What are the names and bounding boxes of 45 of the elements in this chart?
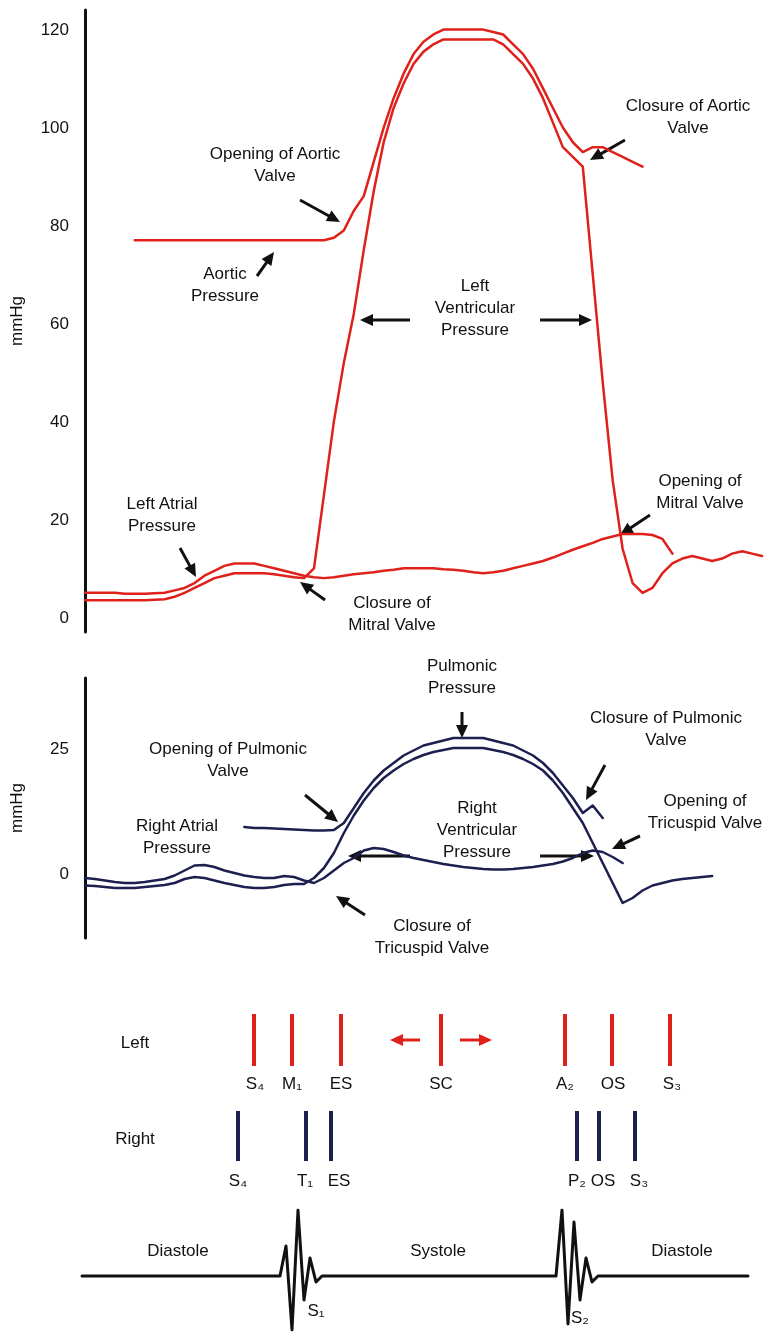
annotation: Right Ventricular Pressure xyxy=(435,797,519,863)
annotation: S₁ xyxy=(306,1300,326,1322)
text: S₄ xyxy=(244,1073,266,1095)
y-tick-label: 20 xyxy=(50,509,69,529)
annotation: Aortic Pressure xyxy=(190,263,260,307)
annotation: Opening of Aortic Valve xyxy=(208,143,342,187)
y-tick-label: 80 xyxy=(50,216,69,235)
text: S₄ xyxy=(227,1170,249,1192)
annotation: Pulmonic Pressure xyxy=(426,655,498,699)
text: T₁ xyxy=(295,1170,315,1192)
annotation: Diastole xyxy=(650,1240,714,1262)
annotation: Systole xyxy=(409,1240,467,1262)
y-tick-label: 120 xyxy=(40,20,69,40)
annotation: Left Ventricular Pressure xyxy=(433,275,517,341)
text: ES xyxy=(326,1170,352,1192)
text: Right xyxy=(114,1128,156,1150)
annotation: Closure of Mitral Valve xyxy=(347,592,437,636)
annotation: Left Atrial Pressure xyxy=(125,493,199,537)
annotation: Opening of Mitral Valve xyxy=(655,470,745,514)
text: OS xyxy=(599,1073,627,1095)
text: S₃ xyxy=(661,1073,683,1095)
text: A₂ xyxy=(555,1073,575,1095)
y-axis-title: mmHg xyxy=(7,782,26,834)
y-tick-label: 0 xyxy=(59,607,69,627)
text: S₃ xyxy=(628,1170,650,1192)
y-tick-label: 40 xyxy=(50,411,69,431)
annotation: Diastole xyxy=(146,1240,210,1262)
y-tick-label: 100 xyxy=(40,118,69,138)
annotation: S₂ xyxy=(570,1307,590,1329)
annotation: Closure of Tricuspid Valve xyxy=(373,915,491,959)
y-axis-title: mmHg xyxy=(7,295,26,347)
text: Left xyxy=(119,1032,151,1054)
annotation: Opening of Tricuspid Valve xyxy=(646,790,764,834)
y-tick-label: 25 xyxy=(50,738,69,758)
annotation: Opening of Pulmonic Valve xyxy=(148,738,308,782)
y-tick-label: 60 xyxy=(50,313,69,333)
annotation: Right Atrial Pressure xyxy=(134,815,220,859)
y-tick-label: 0 xyxy=(59,863,69,883)
text: OS xyxy=(590,1171,616,1190)
text: ES xyxy=(328,1073,354,1095)
text: M₁ xyxy=(281,1073,303,1095)
text: P₂ xyxy=(568,1171,586,1190)
annotation: Closure of Pulmonic Valve xyxy=(588,707,744,751)
text: SC xyxy=(428,1073,454,1095)
annotation: Closure of Aortic Valve xyxy=(624,95,752,139)
